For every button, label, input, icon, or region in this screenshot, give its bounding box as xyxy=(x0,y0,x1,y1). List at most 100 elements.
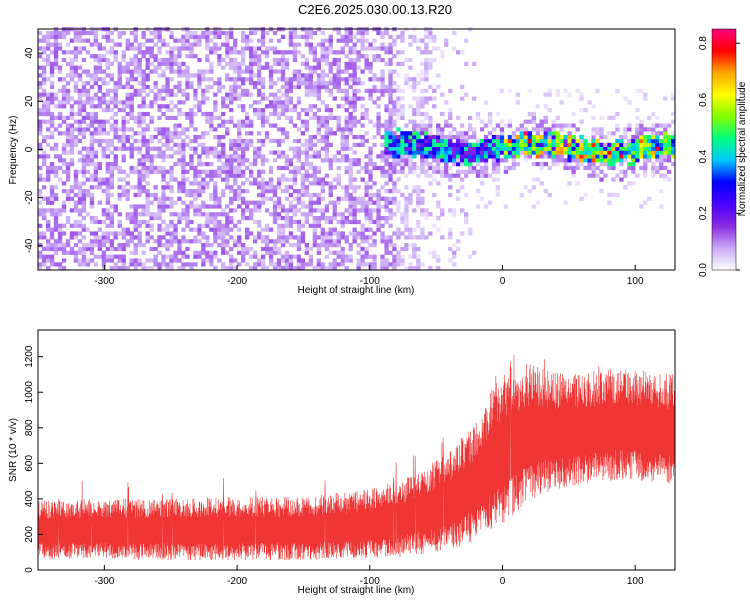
spectrogram-cell xyxy=(161,196,166,201)
spectrogram-cell xyxy=(221,111,226,117)
spectrogram-cell xyxy=(61,189,67,194)
spectrogram-cell xyxy=(133,185,138,190)
spectrogram-cell xyxy=(93,34,98,39)
spectrogram-cell xyxy=(81,262,87,267)
spectrogram-cell xyxy=(464,173,469,178)
spectrogram-cell xyxy=(49,42,55,47)
spectrogram-cell xyxy=(440,54,445,59)
spectrogram-cell xyxy=(292,84,298,90)
spectrogram-cell xyxy=(388,250,393,255)
spectrogram-cell xyxy=(531,119,536,124)
spectrogram-cell xyxy=(257,258,262,263)
spectrogram-cell xyxy=(225,185,230,190)
spectrogram-cell xyxy=(444,146,449,151)
spectrogram-cell xyxy=(49,192,55,198)
spectrogram-cell xyxy=(121,69,126,74)
spectrogram-cell xyxy=(356,250,361,255)
spectrogram-cell xyxy=(479,142,485,147)
spectrogram-cell xyxy=(153,169,158,174)
spectrogram-cell xyxy=(428,123,433,128)
spectrogram-cell xyxy=(448,246,453,252)
spectrogram-cell xyxy=(475,150,481,155)
spectrogram-cell xyxy=(193,38,198,43)
spectrogram-cell xyxy=(57,231,63,236)
spectrogram-cell xyxy=(479,119,485,124)
spectrogram-cell xyxy=(475,111,481,117)
spectrogram-cell xyxy=(412,123,417,128)
spectrogram-cell xyxy=(57,34,63,39)
spectrogram-cell xyxy=(579,138,584,144)
spectrogram-cell xyxy=(193,235,198,240)
spectrogram-cell xyxy=(631,142,636,147)
spectrogram-cell xyxy=(245,42,250,47)
spectrogram-cell xyxy=(121,158,126,163)
spectrogram-cell xyxy=(117,169,122,174)
spectrogram-cell xyxy=(340,258,345,263)
spectrogram-cell xyxy=(229,115,234,120)
spectrogram-cell xyxy=(141,162,146,167)
spectrogram-cell xyxy=(615,138,620,144)
spectrogram-cell xyxy=(89,111,95,117)
spectrogram-cell xyxy=(225,216,230,221)
spectrogram-cell xyxy=(300,162,306,167)
spectrogram-cell xyxy=(105,119,110,124)
spectrogram-cell xyxy=(53,223,59,228)
spectrogram-cell xyxy=(475,169,481,174)
spectrogram-cell xyxy=(432,34,437,39)
spectrogram-cell xyxy=(595,154,600,159)
spectrogram-cell xyxy=(304,246,309,252)
spectrogram-cell xyxy=(61,231,67,236)
spectrogram-cell xyxy=(444,38,449,43)
spectrogram-cell xyxy=(46,135,51,140)
spectrogram-cell xyxy=(177,185,182,190)
spectrogram-cell xyxy=(81,235,87,240)
spectrogram-cell xyxy=(249,73,254,78)
spectrogram-cell xyxy=(424,235,429,240)
spectrogram-cell xyxy=(93,104,98,109)
spectrogram-cell xyxy=(388,115,393,120)
spectrogram-cell xyxy=(137,177,142,182)
spectrogram-cell xyxy=(145,84,150,90)
spectrogram-cell xyxy=(356,169,361,174)
spectrogram-cell xyxy=(61,181,67,186)
spectrogram-cell xyxy=(404,266,409,271)
spectrogram-cell xyxy=(185,142,190,147)
spectrogram-cell xyxy=(81,258,87,263)
spectrogram-cell xyxy=(312,173,317,178)
spectrogram-cell xyxy=(57,239,63,244)
spectrogram-cell xyxy=(555,158,560,163)
spectrogram-cell xyxy=(304,204,309,209)
spectrogram-cell xyxy=(137,239,142,244)
spectrogram-cell xyxy=(324,219,329,225)
spectrogram-cell xyxy=(416,131,421,136)
spectrogram-cell xyxy=(659,142,664,147)
spectrogram-cell xyxy=(93,111,98,117)
spectrogram-cell xyxy=(253,181,258,186)
spectrogram-cell xyxy=(260,123,266,128)
spectrogram-cell xyxy=(165,154,170,159)
spectrogram-cell xyxy=(324,115,329,120)
spectrogram-cell xyxy=(559,146,564,151)
spectrogram-cell xyxy=(360,81,365,86)
spectrogram-cell xyxy=(173,69,178,74)
spectrogram-cell xyxy=(229,165,234,171)
spectrogram-cell xyxy=(125,77,130,82)
spectrogram-cell xyxy=(209,212,214,217)
spectrogram-cell xyxy=(320,42,325,47)
spectrogram-cell xyxy=(264,30,270,36)
spectrogram-cell xyxy=(348,200,353,205)
spectrogram-cell xyxy=(296,266,302,271)
spectrogram-cell xyxy=(272,216,278,221)
spectrogram-cell xyxy=(384,204,389,209)
spectrogram-cell xyxy=(328,115,333,120)
spectrogram-cell xyxy=(436,131,441,136)
spectrogram-cell xyxy=(356,235,361,240)
spectrogram-cell xyxy=(412,235,417,240)
spectrogram-cell xyxy=(245,115,250,120)
spectrogram-cell xyxy=(340,231,345,236)
spectrogram-cell xyxy=(229,258,234,263)
spectrogram-cell xyxy=(81,169,87,174)
spectrogram-cell xyxy=(77,30,83,36)
spectrogram-cell xyxy=(61,250,67,255)
spectrogram-cell xyxy=(531,138,536,144)
